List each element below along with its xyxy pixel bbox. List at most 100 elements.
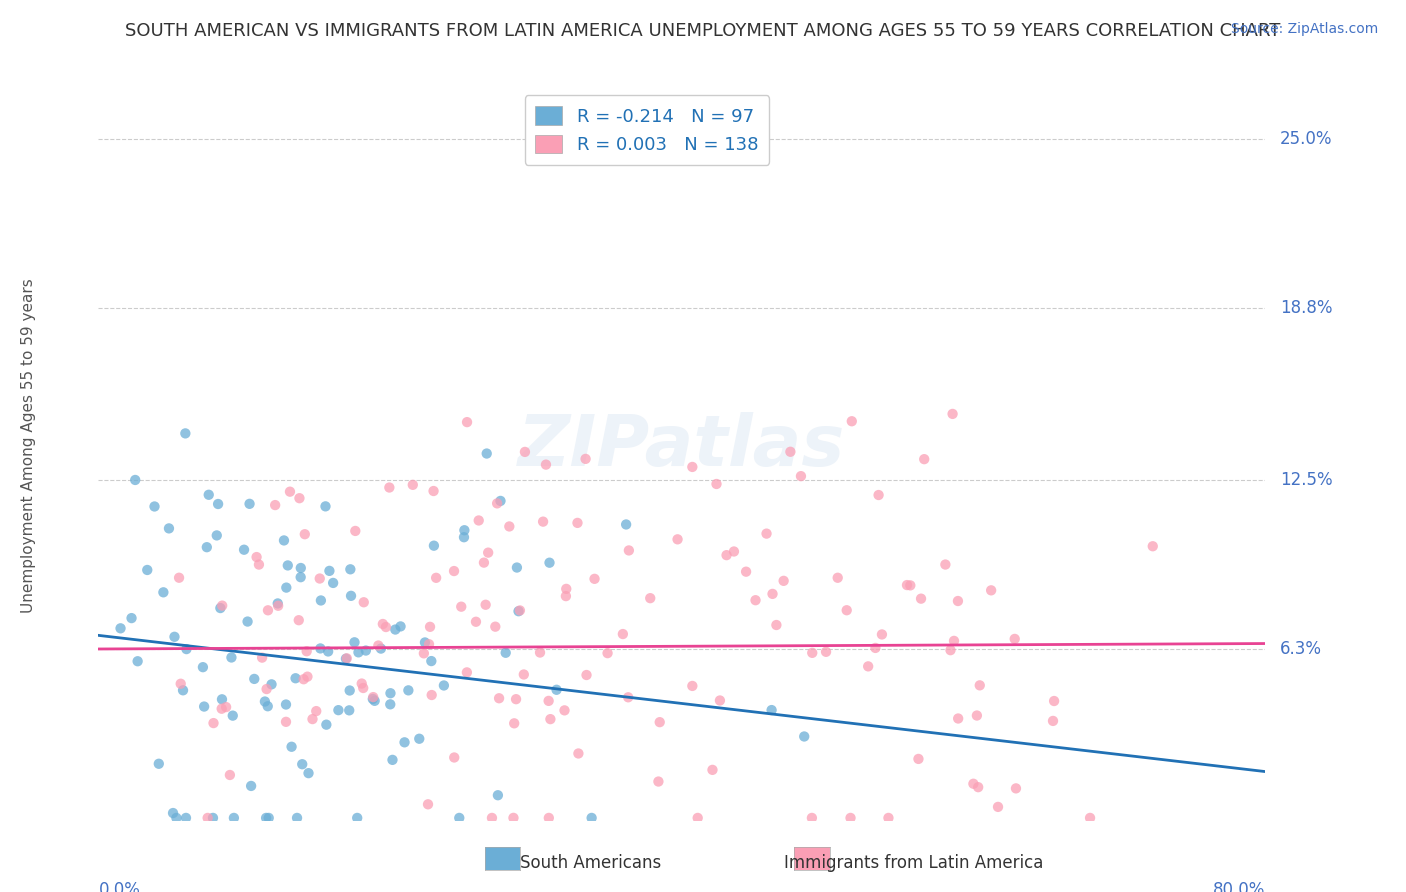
Text: 6.3%: 6.3% bbox=[1279, 640, 1322, 658]
Point bbox=[278, 484, 301, 499]
Point bbox=[966, 708, 988, 723]
Point bbox=[335, 651, 357, 665]
Point bbox=[363, 694, 385, 708]
Point bbox=[488, 691, 510, 706]
Point bbox=[291, 757, 314, 772]
Point bbox=[910, 591, 932, 606]
Point bbox=[456, 665, 478, 680]
Point bbox=[513, 667, 536, 681]
Point bbox=[274, 698, 297, 712]
Point bbox=[322, 576, 344, 591]
Point bbox=[162, 805, 184, 820]
Point bbox=[538, 556, 561, 570]
Point bbox=[967, 780, 990, 794]
Point bbox=[779, 444, 801, 458]
Point bbox=[502, 811, 524, 825]
Point bbox=[567, 747, 589, 761]
Point bbox=[943, 633, 966, 648]
Point bbox=[328, 703, 350, 717]
Text: 12.5%: 12.5% bbox=[1279, 471, 1333, 489]
Point bbox=[124, 473, 146, 487]
Point bbox=[352, 681, 374, 695]
Text: Unemployment Among Ages 55 to 59 years: Unemployment Among Ages 55 to 59 years bbox=[21, 278, 37, 614]
Point bbox=[744, 593, 766, 607]
Point bbox=[765, 618, 787, 632]
Point bbox=[422, 483, 444, 498]
Point bbox=[174, 426, 197, 441]
Point bbox=[474, 598, 496, 612]
Point bbox=[384, 623, 406, 637]
Point bbox=[486, 496, 509, 510]
Point bbox=[121, 611, 143, 625]
Point bbox=[537, 811, 560, 825]
Point bbox=[354, 643, 377, 657]
Text: 0.0%: 0.0% bbox=[98, 880, 141, 892]
Point bbox=[898, 578, 921, 592]
Point bbox=[481, 811, 503, 825]
Point bbox=[256, 699, 278, 714]
Point bbox=[801, 646, 824, 660]
Point bbox=[267, 596, 290, 610]
Point bbox=[443, 564, 465, 578]
Point bbox=[288, 491, 311, 506]
Point bbox=[316, 644, 339, 658]
Point bbox=[176, 642, 198, 657]
Point bbox=[423, 539, 446, 553]
Point bbox=[575, 668, 598, 682]
Point bbox=[681, 459, 703, 474]
Point bbox=[456, 415, 478, 429]
Point bbox=[962, 777, 984, 791]
Point bbox=[318, 564, 340, 578]
Point bbox=[389, 619, 412, 633]
Point bbox=[934, 558, 956, 572]
Point bbox=[195, 540, 218, 554]
Text: 25.0%: 25.0% bbox=[1279, 130, 1333, 148]
Point bbox=[612, 627, 634, 641]
Point bbox=[418, 637, 440, 651]
Point bbox=[309, 593, 332, 607]
Point bbox=[290, 570, 312, 584]
Point bbox=[648, 715, 671, 730]
Point bbox=[980, 583, 1002, 598]
Point bbox=[638, 591, 661, 606]
Point bbox=[581, 811, 603, 825]
Point bbox=[309, 641, 332, 656]
Point bbox=[498, 519, 520, 533]
Point bbox=[827, 571, 849, 585]
Point bbox=[506, 560, 529, 574]
Point bbox=[337, 703, 360, 717]
Point bbox=[136, 563, 159, 577]
Point bbox=[315, 717, 337, 731]
Point bbox=[257, 603, 280, 617]
Point bbox=[912, 452, 935, 467]
Point bbox=[205, 528, 228, 542]
Point bbox=[793, 730, 815, 744]
Point bbox=[841, 414, 863, 428]
Point bbox=[489, 494, 512, 508]
Point bbox=[295, 644, 318, 658]
Point bbox=[245, 550, 267, 565]
Point bbox=[222, 708, 245, 723]
Point bbox=[402, 478, 425, 492]
Point bbox=[614, 517, 637, 532]
Point bbox=[170, 677, 193, 691]
Point bbox=[353, 595, 375, 609]
Point bbox=[465, 615, 488, 629]
Point bbox=[716, 548, 738, 562]
Point bbox=[408, 731, 430, 746]
Point bbox=[240, 779, 263, 793]
Point bbox=[243, 672, 266, 686]
Point bbox=[127, 654, 149, 668]
Point bbox=[211, 702, 233, 716]
Point bbox=[453, 530, 475, 544]
Point bbox=[347, 645, 370, 659]
Point bbox=[647, 774, 669, 789]
Point bbox=[413, 635, 436, 649]
Point bbox=[285, 811, 308, 825]
Point bbox=[420, 654, 443, 668]
Point bbox=[276, 581, 298, 595]
Point bbox=[148, 756, 170, 771]
Point bbox=[709, 693, 731, 707]
Point bbox=[987, 800, 1010, 814]
Point bbox=[143, 500, 166, 514]
